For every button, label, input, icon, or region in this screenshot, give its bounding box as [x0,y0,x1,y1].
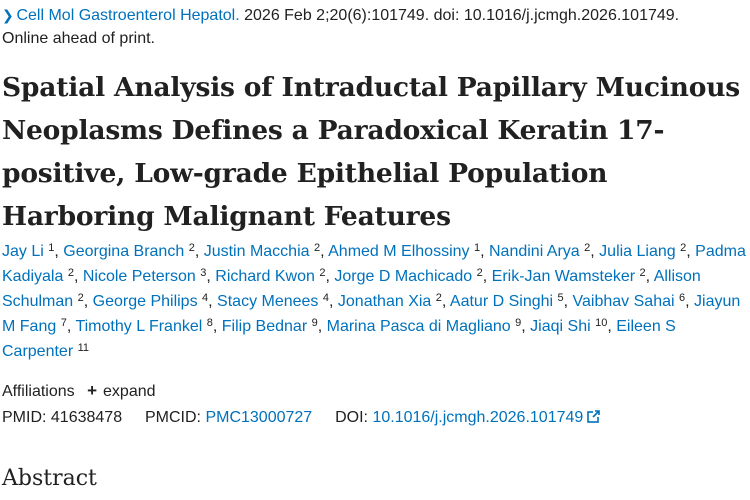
author-link[interactable]: Jiaqi Shi [530,318,591,335]
author-link[interactable]: Timothy L Frankel [75,318,203,335]
author-entry: Vaibhav Sahai 6 [572,292,686,311]
authors-list: Jay Li 1, Georgina Branch 2, Justin Macc… [2,242,746,361]
author-link[interactable]: Nicole Peterson [82,268,196,285]
article-title: Spatial Analysis of Intraductal Papillar… [2,72,740,232]
author-link[interactable]: Vaibhav Sahai [572,293,675,310]
author-entry: Jiaqi Shi 10 [530,317,608,336]
author-entry: Timothy L Frankel 8 [75,317,213,336]
author-entry: Georgina Branch 2 [63,242,195,261]
affiliation-number[interactable]: 2 [313,242,321,254]
citation-details: 2026 Feb 2;20(6):101749. doi: 10.1016/j.… [239,7,680,24]
author-link[interactable]: Julia Liang [599,243,676,260]
affiliation-number[interactable]: 9 [311,317,318,329]
affiliation-number[interactable]: 7 [60,317,67,329]
author-entry: Nicole Peterson 3 [82,267,207,286]
author-entry: Eileen S Carpenter 11 [2,318,676,360]
author-entry: Ahmed M Elhossiny 1 [328,242,481,261]
identifiers-row: PMID: 41638478 PMCID: PMC13000727 DOI: 1… [2,407,601,429]
abstract-heading: Abstract [2,466,97,491]
author-entry: Allison Schulman 2 [2,268,701,310]
affiliation-number[interactable]: 4 [202,292,209,304]
affiliation-number[interactable]: 2 [319,267,326,279]
affiliation-number[interactable]: 2 [188,242,195,254]
pmcid-link[interactable]: PMC13000727 [205,409,313,426]
author-entry: Jonathan Xia 2 [337,292,442,311]
author-link[interactable]: Padma Kadiyala [2,243,746,285]
pmcid-label: PMCID: [145,409,201,426]
affiliations-row: Affiliations + expand [2,380,156,403]
author-entry: George Philips 4 [92,292,209,311]
author-link[interactable]: Jorge D Machicado [334,268,473,285]
author-link[interactable]: Ahmed M Elhossiny [328,243,470,260]
author-entry: Erik-Jan Wamsteker 2 [491,267,646,286]
author-link[interactable]: Jiayun M Fang [2,293,741,335]
affiliation-number[interactable]: 2 [67,267,74,279]
author-link[interactable]: Georgina Branch [63,243,185,260]
author-link[interactable]: Nandini Arya [488,243,580,260]
affiliation-number[interactable]: 10 [595,317,608,329]
author-link[interactable]: Marina Pasca di Magliano [326,318,511,335]
affiliation-number[interactable]: 4 [322,292,330,304]
expand-label: expand [103,383,156,400]
author-entry: Jay Li 1 [2,242,55,261]
author-link[interactable]: Filip Bednar [221,318,308,335]
author-link[interactable]: Justin Macchia [203,243,310,260]
author-entry: Justin Macchia 2 [203,242,321,261]
author-entry: Nandini Arya 2 [488,242,591,261]
journal-link[interactable]: Cell Mol Gastroenterol Hepatol. [16,7,240,24]
affiliation-number[interactable]: 2 [639,267,646,279]
author-link[interactable]: Jay Li [2,243,44,260]
author-entry: Aatur D Singhi 5 [449,292,564,311]
author-entry: Padma Kadiyala 2 [2,243,746,285]
plus-icon: + [87,381,98,400]
chevron-right-icon[interactable]: ❯ [2,7,14,23]
affiliation-number[interactable]: 2 [435,292,442,304]
doi-value: 10.1016/j.jcmgh.2026.101749 [372,409,584,426]
author-link[interactable]: Richard Kwon [215,268,315,285]
author-entry: Filip Bednar 9 [221,317,318,336]
author-entry: Julia Liang 2 [599,242,687,261]
affiliation-number[interactable]: 3 [200,267,207,279]
pmid-label: PMID: [2,409,47,426]
citation-line: ❯ Cell Mol Gastroenterol Hepatol. 2026 F… [2,4,742,50]
author-entry: Richard Kwon 2 [215,267,326,286]
pmid-value: 41638478 [50,409,123,426]
affiliation-number[interactable]: 8 [206,317,213,329]
affiliation-number[interactable]: 9 [515,317,522,329]
doi-label: DOI: [335,409,368,426]
author-entry: Jiayun M Fang 7 [2,293,740,335]
affiliation-number[interactable]: 2 [77,292,84,304]
affiliation-number[interactable]: 2 [476,267,483,279]
author-link[interactable]: George Philips [92,293,198,310]
affiliations-label: Affiliations [2,383,75,400]
publication-status: Online ahead of print. [2,30,155,47]
affiliation-number[interactable]: 1 [473,242,481,254]
author-link[interactable]: Aatur D Singhi [449,293,554,310]
affiliation-number[interactable]: 2 [680,242,687,254]
affiliation-number[interactable]: 1 [48,242,55,254]
affiliations-expand-button[interactable]: + expand [79,381,156,400]
author-link[interactable]: Erik-Jan Wamsteker [491,268,636,285]
author-entry: Jorge D Machicado 2 [334,267,483,286]
author-link[interactable]: Eileen S Carpenter [2,318,676,360]
author-entry: Marina Pasca di Magliano 9 [326,317,522,336]
affiliation-number[interactable]: 11 [77,342,90,354]
affiliation-number[interactable]: 5 [557,292,564,304]
author-link[interactable]: Jonathan Xia [337,293,432,310]
external-link-icon [587,410,601,423]
author-link[interactable]: Allison Schulman [2,268,701,310]
affiliation-number[interactable]: 6 [679,292,686,304]
author-entry: Stacy Menees 4 [217,292,330,311]
doi-link[interactable]: 10.1016/j.jcmgh.2026.101749 [372,409,601,426]
author-link[interactable]: Stacy Menees [217,293,319,310]
affiliation-number[interactable]: 2 [584,242,591,254]
